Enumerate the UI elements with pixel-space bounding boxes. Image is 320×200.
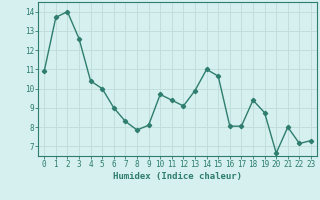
X-axis label: Humidex (Indice chaleur): Humidex (Indice chaleur) [113,172,242,181]
